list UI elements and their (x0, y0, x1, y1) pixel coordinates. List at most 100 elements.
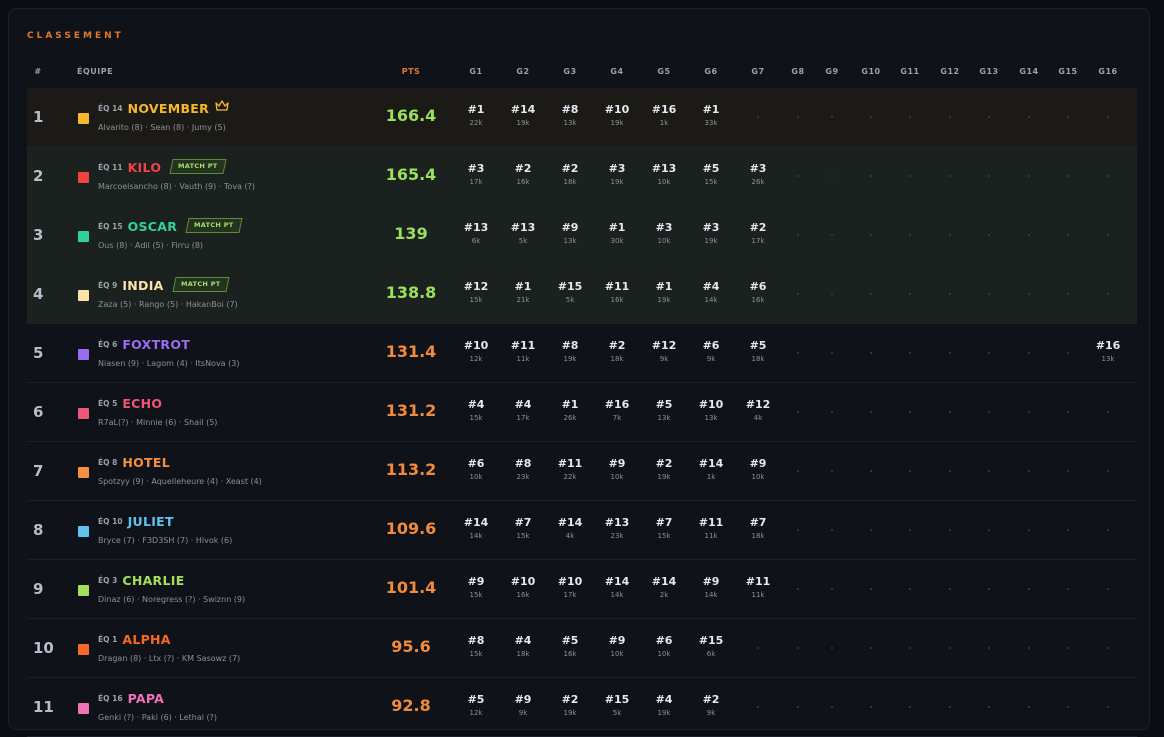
table-row[interactable]: 5 ÉQ 6 FOXTROT Niasen (9) · Lagom (4) · Its… (27, 324, 1137, 383)
game-result-4: #3 19k (597, 162, 637, 186)
game-result-5: #4 19k (644, 693, 684, 717)
game-placement: #6 (655, 634, 673, 647)
game-placement: #4 (514, 398, 532, 411)
team-players: Ous (8) · Adil (5) · Firru (8) (98, 241, 204, 250)
game-damage: 10k (657, 178, 671, 186)
table-row[interactable]: 10 ÉQ 1 ALPHA Dragan (8) · Ltx (?) · KM Sas… (27, 619, 1137, 678)
game-damage: 2k (659, 591, 669, 599)
game-placement: #5 (702, 162, 720, 175)
game-result-3: #9 13k (550, 221, 590, 245)
table-row[interactable]: 1 ÉQ 14 NOVEMBER Alvarito (8) · Sean (8) · … (27, 88, 1137, 147)
game-empty-dot (949, 116, 951, 118)
game-empty-dot (1067, 352, 1069, 354)
game-empty-dot (1028, 411, 1030, 413)
game-result-4: #10 19k (597, 103, 637, 127)
team-name: ECHO (122, 396, 163, 411)
game-empty-dot (909, 411, 911, 413)
game-result-5: #13 10k (644, 162, 684, 186)
game-result-1: #12 15k (456, 280, 496, 304)
game-empty-dot (1028, 706, 1030, 708)
game-placement: #13 (651, 162, 677, 175)
team-number: ÉQ 14 (98, 104, 123, 113)
game-damage: 23k (516, 473, 530, 481)
team-number: ÉQ 5 (98, 399, 118, 408)
game-result-4: #11 16k (597, 280, 637, 304)
game-placement: #13 (604, 516, 630, 529)
game-damage: 13k (1101, 355, 1115, 363)
game-placement: #5 (655, 398, 673, 411)
team-players: Marcoelsancho (8) · Vauth (9) · Tova (?) (98, 182, 255, 191)
table-row[interactable]: 7 ÉQ 8 HOTEL Spotzyy (9) · Aquelleheure (4)… (27, 442, 1137, 501)
game-placement: #12 (745, 398, 771, 411)
game-empty-dot (909, 116, 911, 118)
game-empty-dot (1107, 588, 1109, 590)
team-color-swatch (78, 172, 89, 183)
game-damage: 14k (704, 296, 718, 304)
game-damage: 6k (706, 650, 716, 658)
game-empty-dot (949, 529, 951, 531)
game-empty-dot (797, 293, 799, 295)
game-damage: 33k (704, 119, 718, 127)
table-header: # ÉQUIPE PTS G1 G2 G3 G4 G5 G6 G7 G8 G9 G10 G11 G12… (9, 67, 1149, 81)
game-placement: #9 (467, 575, 485, 588)
game-damage: 26k (751, 178, 765, 186)
team-number: ÉQ 8 (98, 458, 118, 467)
standings-table: 1 ÉQ 14 NOVEMBER Alvarito (8) · Sean (8) · … (27, 88, 1137, 737)
table-row[interactable]: 4 ÉQ 9 INDIA Zaza (5) · Rango (5) · HakanBo… (27, 265, 1137, 324)
team-name: OSCAR (127, 219, 178, 234)
table-row[interactable]: 3 ÉQ 15 OSCAR Ous (8) · Adil (5) · Firru (8… (27, 206, 1137, 265)
game-damage: 17k (563, 591, 577, 599)
game-result-1: #5 12k (456, 693, 496, 717)
game-empty-dot (909, 352, 911, 354)
game-result-7: #6 16k (738, 280, 778, 304)
team-number: ÉQ 9 (98, 281, 118, 290)
team-points-value: 101.4 (385, 578, 437, 597)
header-game-15: G15 (1058, 67, 1078, 76)
table-row[interactable]: 9 ÉQ 3 CHARLIE Dinaz (6) · Noregress (?) · … (27, 560, 1137, 619)
game-result-4: #14 14k (597, 575, 637, 599)
game-damage: 9k (659, 355, 669, 363)
table-row[interactable]: 8 ÉQ 10 JULIET Bryce (7) · F3D3SH (7) · Hiv… (27, 501, 1137, 560)
game-placement: #3 (467, 162, 485, 175)
match-point-badge: MATCH PT (172, 277, 229, 292)
game-damage: 9k (706, 355, 716, 363)
game-damage: 18k (610, 355, 624, 363)
header-game-14: G14 (1019, 67, 1039, 76)
table-row[interactable]: 2 ÉQ 11 KILO Marcoelsancho (8) · Vauth (9) … (27, 147, 1137, 206)
game-damage: 18k (751, 532, 765, 540)
game-damage: 15k (469, 296, 483, 304)
game-placement: #2 (749, 221, 767, 234)
team-name: KILO (127, 160, 162, 175)
game-placement: #14 (510, 103, 536, 116)
game-empty-dot (988, 529, 990, 531)
team-points-value: 113.2 (385, 460, 437, 479)
header-game-9: G9 (825, 67, 839, 76)
game-empty-dot (797, 529, 799, 531)
game-empty-dot (988, 293, 990, 295)
game-empty-dot (870, 234, 872, 236)
game-empty-dot (909, 470, 911, 472)
team-color-swatch (78, 703, 89, 714)
game-empty-dot (870, 470, 872, 472)
game-empty-dot (797, 411, 799, 413)
game-result-5: #6 10k (644, 634, 684, 658)
table-row[interactable]: 6 ÉQ 5 ECHO R7aL(?) · Minnie (6) · Shail (5… (27, 383, 1137, 442)
game-result-2: #4 17k (503, 398, 543, 422)
game-result-2: #10 16k (503, 575, 543, 599)
game-result-7: #11 11k (738, 575, 778, 599)
game-result-7: #12 4k (738, 398, 778, 422)
game-damage: 14k (610, 591, 624, 599)
game-damage: 14k (704, 591, 718, 599)
match-point-badge: MATCH PT (169, 159, 227, 174)
game-placement: #16 (604, 398, 630, 411)
game-empty-dot (797, 175, 799, 177)
game-damage: 17k (469, 178, 483, 186)
header-team: ÉQUIPE (77, 67, 114, 76)
game-result-7: #2 17k (738, 221, 778, 245)
rank-number: 2 (33, 167, 44, 185)
header-game-2: G2 (516, 67, 530, 76)
header-game-6: G6 (704, 67, 718, 76)
team-points-value: 92.8 (391, 696, 431, 715)
rank-number: 9 (33, 580, 44, 598)
team-points-value: 131.2 (385, 401, 437, 420)
